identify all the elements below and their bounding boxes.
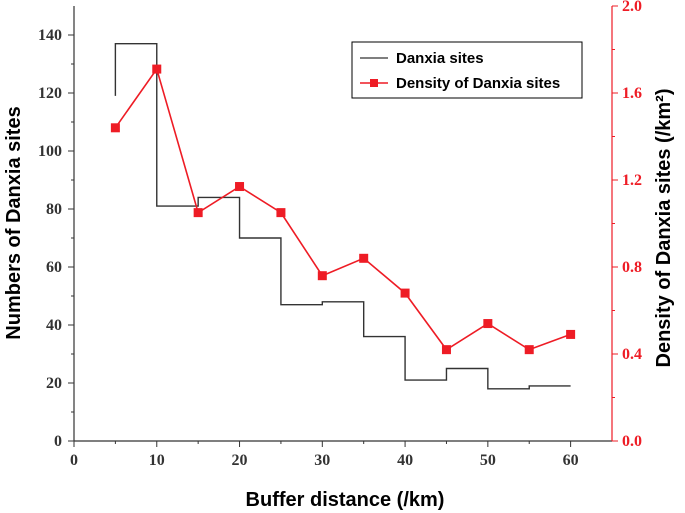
series-density-line bbox=[114, 67, 571, 351]
density-point bbox=[566, 329, 576, 339]
density-point bbox=[441, 345, 451, 355]
legend-label-danxia-sites: Danxia sites bbox=[396, 50, 484, 67]
density-point bbox=[483, 319, 493, 329]
legend: Danxia sites Density of Danxia sites bbox=[351, 41, 583, 99]
density-point bbox=[152, 64, 162, 74]
density-point bbox=[110, 123, 120, 133]
density-point bbox=[400, 288, 410, 298]
x-tick-label: 50 bbox=[480, 452, 496, 469]
legend-box bbox=[351, 41, 583, 99]
density-point bbox=[524, 345, 534, 355]
density-point bbox=[359, 253, 369, 263]
legend-label-density: Density of Danxia sites bbox=[396, 75, 560, 92]
y-left-tick-label: 140 bbox=[38, 27, 62, 44]
y-right-tick-label: 0.8 bbox=[622, 259, 642, 276]
x-tick-label: 30 bbox=[314, 452, 330, 469]
y-left-tick-label: 0 bbox=[54, 433, 62, 450]
legend-swatch-density-marker bbox=[370, 79, 378, 87]
x-axis-title: Buffer distance (/km) bbox=[246, 489, 445, 511]
density-point bbox=[317, 271, 327, 281]
y-right-tick-label: 2.0 bbox=[622, 0, 642, 15]
density-point bbox=[276, 208, 286, 218]
ticks: 0 10 20 30 40 50 60 0 20 40 60 80 100 120 140 0.0 0.4 0.8… bbox=[38, 0, 642, 469]
density-point bbox=[193, 208, 203, 218]
x-tick-label: 10 bbox=[149, 452, 165, 469]
y-right-tick-label: 0.4 bbox=[622, 346, 642, 363]
y-left-tick-label: 40 bbox=[46, 317, 62, 334]
density-point bbox=[235, 182, 245, 192]
x-tick-label: 40 bbox=[397, 452, 413, 469]
y-left-tick-label: 100 bbox=[38, 143, 62, 160]
y-left-tick-label: 80 bbox=[46, 201, 62, 218]
y-left-tick-label: 60 bbox=[46, 259, 62, 276]
y-right-tick-label: 1.2 bbox=[622, 172, 642, 189]
y-right-tick-label: 0.0 bbox=[622, 433, 642, 450]
y-left-axis-title: Numbers of Danxia sites bbox=[3, 106, 25, 339]
x-tick-label: 60 bbox=[563, 452, 579, 469]
y-left-tick-label: 20 bbox=[46, 375, 62, 392]
y-left-tick-label: 120 bbox=[38, 85, 62, 102]
series-danxia-sites-step-line bbox=[114, 43, 571, 390]
x-tick-label: 0 bbox=[70, 452, 78, 469]
y-right-axis-title: Density of Danxia sites (/km²) bbox=[653, 89, 675, 368]
x-tick-label: 20 bbox=[232, 452, 248, 469]
series-layer bbox=[110, 43, 576, 390]
y-right-tick-label: 1.6 bbox=[622, 85, 642, 102]
